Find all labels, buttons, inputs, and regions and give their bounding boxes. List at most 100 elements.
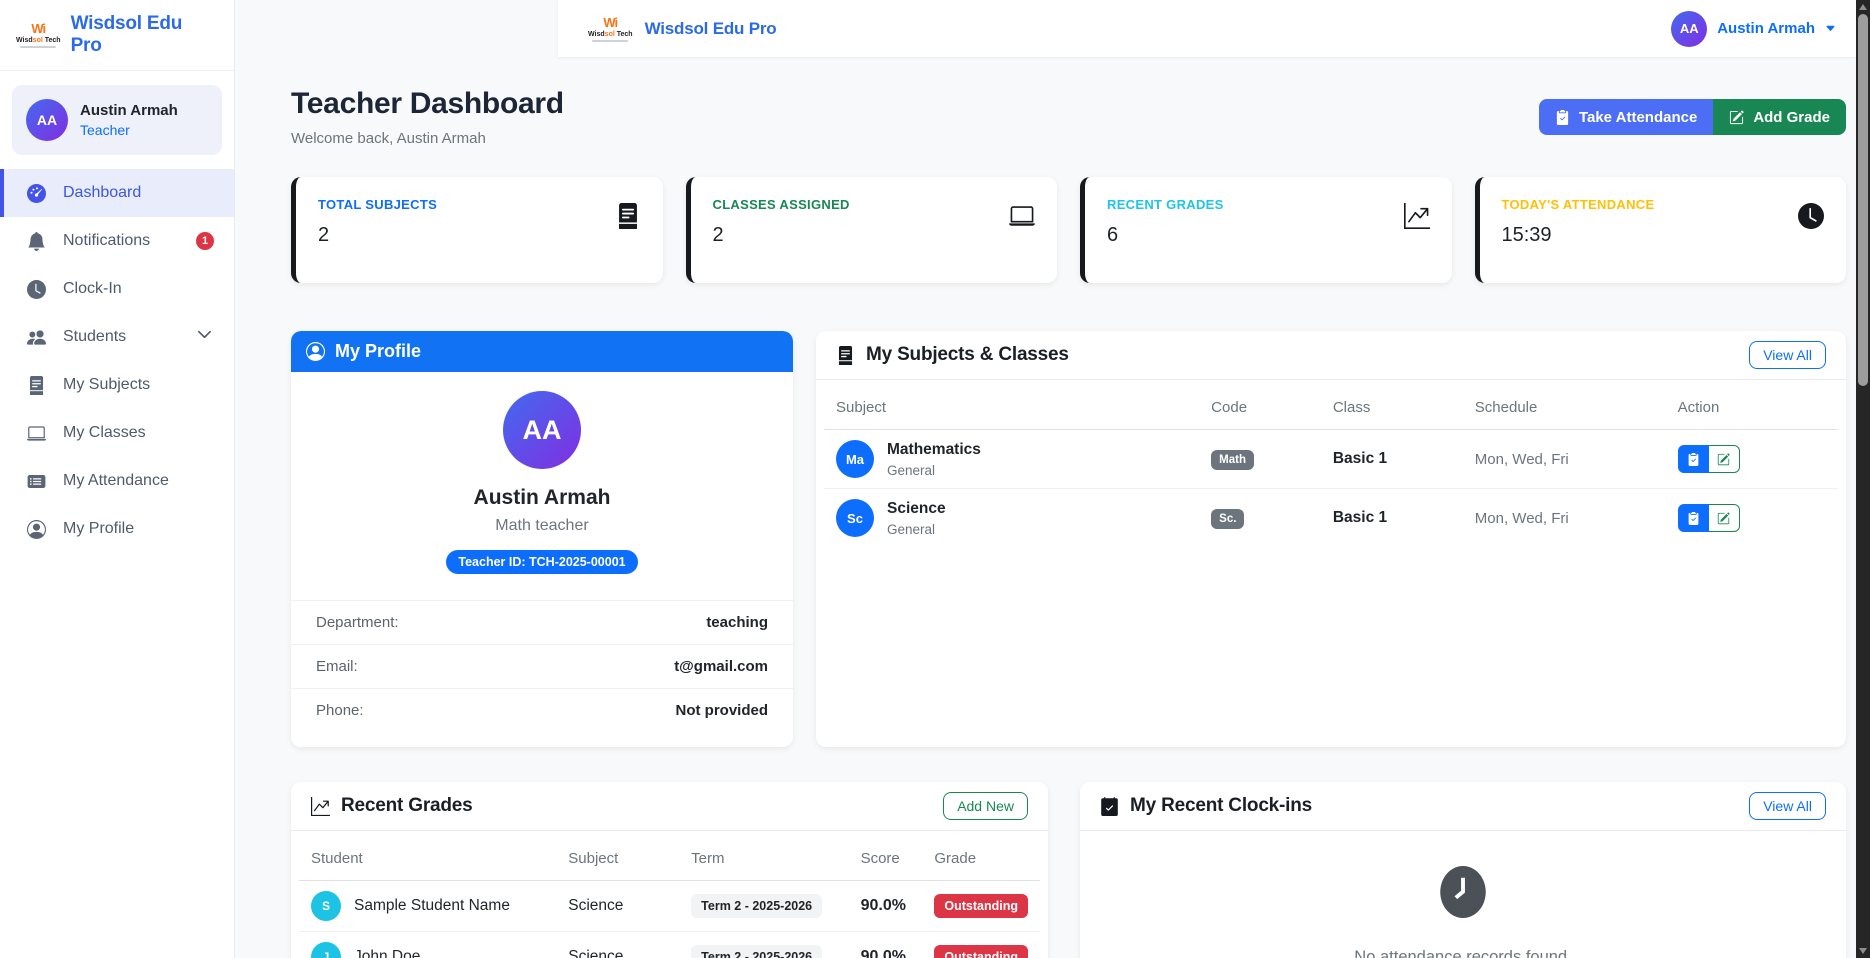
stat-value: 6 [1107,224,1119,246]
people-icon [27,327,47,347]
sidebar-item-notifications[interactable]: Notifications 1 [0,217,234,265]
attendance-action-button[interactable] [1677,445,1709,473]
add-grade-button[interactable]: Add Grade [1713,99,1846,135]
book-icon [27,375,47,395]
student-avatar: S [311,891,341,921]
stat-recent-grades: RECENT GRADES 6 [1080,177,1452,283]
person-circle-icon [27,519,47,539]
sidebar-item-my-attendance[interactable]: My Attendance [0,457,234,505]
subject-code-badge: Sc. [1211,509,1245,529]
detail-row-email: Email: t@gmail.com [291,644,793,688]
detail-row-phone: Phone: Not provided [291,688,793,732]
avatar: AA [1671,10,1708,47]
sidebar: Wi Wisdsol Tech Wisdsol Edu Pro AA Austi… [0,0,235,958]
sidebar-item-my-profile[interactable]: My Profile [0,505,234,553]
clock-icon [1437,866,1489,925]
grade-action-button[interactable] [1708,504,1740,532]
pencil-square-icon [1717,511,1730,524]
welcome-text: Welcome back, Austin Armah [291,130,486,147]
stat-value: 15:39 [1501,224,1552,246]
speedometer-icon [27,183,47,203]
stat-value: 2 [712,224,724,246]
app-title: Wisdsol Edu Pro [644,18,777,38]
calendar-check-icon [1100,796,1119,816]
scroll-down-arrow[interactable] [1859,948,1867,954]
book-icon [836,345,855,365]
logo-name: Wisdsol Tech [16,37,61,44]
caret-down-icon [1826,25,1835,31]
empty-state: No attendance records found. [1080,831,1846,958]
laptop-icon [27,423,47,443]
logo-tagline-bar [20,46,57,48]
sidebar-item-dashboard[interactable]: Dashboard [0,169,234,217]
sidebar-user-name: Austin Armah [80,102,178,119]
term-badge: Term 2 - 2025-2026 [691,945,823,958]
subjects-table: Subject Code Class Schedule Action Ma [824,384,1838,547]
wisdsol-tech-logo: Wi Wisdsol Tech [588,16,633,42]
header-actions: Take Attendance Add Grade [1538,99,1846,135]
subject-code-badge: Math [1211,450,1255,470]
wisdsol-tech-logo: Wi Wisdsol Tech [16,22,61,48]
attendance-action-button[interactable] [1677,504,1709,532]
sidebar-item-clock-in[interactable]: Clock-In [0,265,234,313]
grade-action-button[interactable] [1708,445,1740,473]
sidebar-item-students[interactable]: Students [0,313,234,361]
add-new-grade-button[interactable]: Add New [943,792,1028,820]
teacher-id-badge: Teacher ID: TCH-2025-00001 [446,550,638,574]
scroll-up-arrow[interactable] [1859,4,1867,10]
person-circle-icon [306,342,325,361]
view-all-clockins-button[interactable]: View All [1749,792,1826,820]
subject-avatar: Sc [836,499,874,537]
card-title: My Recent Clock-ins [1130,795,1313,816]
view-all-subjects-button[interactable]: View All [1749,341,1826,369]
sidebar-profile-card: AA Austin Armah Teacher [12,85,222,155]
pencil-square-icon [1717,452,1730,465]
user-menu[interactable]: AA Austin Armah [1671,10,1836,47]
bell-icon [27,231,47,251]
avatar: AA [26,99,68,141]
subjects-classes-card: My Subjects & Classes View All Subject C… [816,331,1846,747]
profile-card-header: My Profile [291,331,793,372]
table-row: Ma Mathematics General Math Basic 1 Mon,… [824,429,1838,489]
detail-row-department: Department: teaching [291,600,793,644]
dashboard-content: Teacher Dashboard Welcome back, Austin A… [235,57,1856,958]
sidebar-item-my-classes[interactable]: My Classes [0,409,234,457]
card-list-icon [27,471,47,491]
page-title: Teacher Dashboard [291,87,564,120]
term-badge: Term 2 - 2025-2026 [691,894,823,918]
teacher-name: Austin Armah [473,486,611,509]
avatar: AA [503,391,581,469]
stat-todays-attendance: TODAY'S ATTENDANCE 15:39 [1474,177,1846,283]
scrollbar[interactable] [1856,0,1870,958]
clipboard-check-icon [1688,511,1698,525]
grades-table: Student Subject Term Score Grade S [299,835,1040,958]
sidebar-brand[interactable]: Wi Wisdsol Tech Wisdsol Edu Pro [0,0,234,71]
stat-value: 2 [318,224,330,246]
sidebar-item-my-subjects[interactable]: My Subjects [0,361,234,409]
card-title: My Subjects & Classes [866,344,1069,365]
clock-icon [27,279,47,299]
notification-badge: 1 [196,232,214,250]
app-title: Wisdsol Edu Pro [70,13,183,56]
grade-badge: Outstanding [934,945,1028,958]
scrollbar-thumb[interactable] [1858,14,1868,386]
teacher-role: Math teacher [495,517,589,534]
table-row: S Sample Student Name Science Term 2 - 2… [299,880,1040,932]
table-row: Sc Science General Sc. Basic 1 Mon, Wed,… [824,489,1838,548]
clipboard-check-icon [1688,452,1698,466]
recent-grades-card: Recent Grades Add New Student Subject Te… [291,782,1048,958]
main-area: Wi Wisdsol Tech Wisdsol Edu Pro AA Austi… [235,0,1856,958]
profile-details: Department: teaching Email: t@gmail.com … [291,600,793,732]
subject-avatar: Ma [836,440,874,478]
empty-message: No attendance records found. [1354,948,1572,958]
pencil-square-icon [1730,109,1744,124]
card-title: Recent Grades [341,795,473,816]
clipboard-check-icon [1556,109,1569,125]
sidebar-menu: Dashboard Notifications 1 Clock-In Stude… [0,169,234,553]
laptop-icon [1009,203,1035,263]
graph-up-icon [1403,203,1430,263]
take-attendance-button[interactable]: Take Attendance [1538,99,1714,135]
clock-icon [1798,203,1824,263]
header-brand[interactable]: Wi Wisdsol Tech Wisdsol Edu Pro [588,16,777,42]
student-avatar: J [311,942,341,958]
